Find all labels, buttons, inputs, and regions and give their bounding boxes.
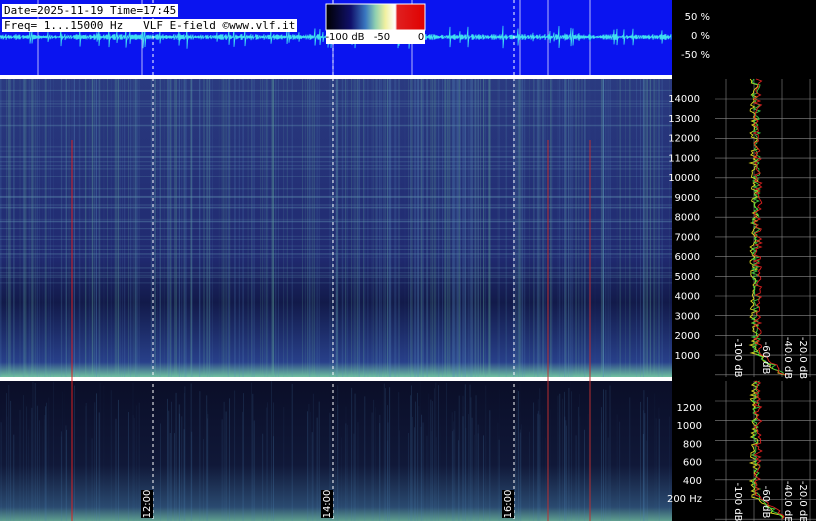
label: 400 (683, 476, 702, 487)
time-label-bg (141, 490, 153, 518)
label: 14:00 (322, 490, 333, 519)
label: -60 dB (760, 342, 771, 375)
label: -100 dB (732, 338, 743, 377)
spectrum-trace (748, 380, 784, 520)
label: -50 % (681, 50, 710, 61)
spectrogram-texture (0, 0, 672, 521)
spectrum-panels (715, 78, 816, 521)
label: 14000 (668, 94, 700, 105)
label: 1000 (677, 421, 702, 432)
time-label-bg (321, 490, 333, 518)
spectrum-trace (752, 78, 787, 376)
label: 12:00 (142, 490, 153, 519)
label: -100 dB (325, 32, 364, 43)
label: 600 (683, 458, 702, 469)
label: -50 (374, 32, 390, 43)
separator (0, 75, 672, 79)
label: 0 (418, 32, 424, 43)
date-label: Date=2025-11-19 Time=17:45 (2, 4, 179, 17)
spectrum-trace (752, 380, 785, 520)
label: 9000 (675, 193, 700, 204)
label: 16:00 (503, 490, 514, 519)
colorbar (325, 3, 426, 31)
label: 1000 (675, 351, 700, 362)
label: 200 Hz (667, 494, 702, 505)
separator (0, 377, 672, 381)
spectrum-trace (750, 78, 784, 376)
label: 3000 (675, 311, 700, 322)
label: 7000 (675, 232, 700, 243)
label: 2000 (675, 331, 700, 342)
label: 12000 (668, 134, 700, 145)
label: 8000 (675, 213, 700, 224)
label: 50 % (685, 12, 710, 23)
spectrum-trace (751, 380, 783, 520)
label: 6000 (675, 252, 700, 263)
label: -40.0 dB (782, 481, 793, 521)
label: 4000 (675, 292, 700, 303)
label: -100 dB (732, 482, 743, 521)
label: 800 (683, 439, 702, 450)
label: -20.0 dB (797, 337, 808, 379)
label: -40.0 dB (782, 337, 793, 379)
label: 1200 (677, 403, 702, 414)
label: -20.0 dB (797, 481, 808, 521)
label: 0 % (691, 31, 710, 42)
upper-spectrogram (0, 79, 672, 377)
colorbar-label-bg (326, 30, 425, 44)
freq-label: Freq= 1...15000 Hz VLF E-field ©www.vlf.… (2, 19, 298, 32)
labels: -100 dB -50 0 50 % 0 % -50 % 14000 13000 12000 11… (141, 12, 808, 521)
label: 5000 (675, 272, 700, 283)
label: 13000 (668, 114, 700, 125)
label: 10000 (668, 173, 700, 184)
label: -60 dB (760, 486, 771, 519)
time-label-bg (502, 490, 514, 518)
label: 11000 (668, 153, 700, 164)
lower-spectrogram (0, 381, 672, 521)
